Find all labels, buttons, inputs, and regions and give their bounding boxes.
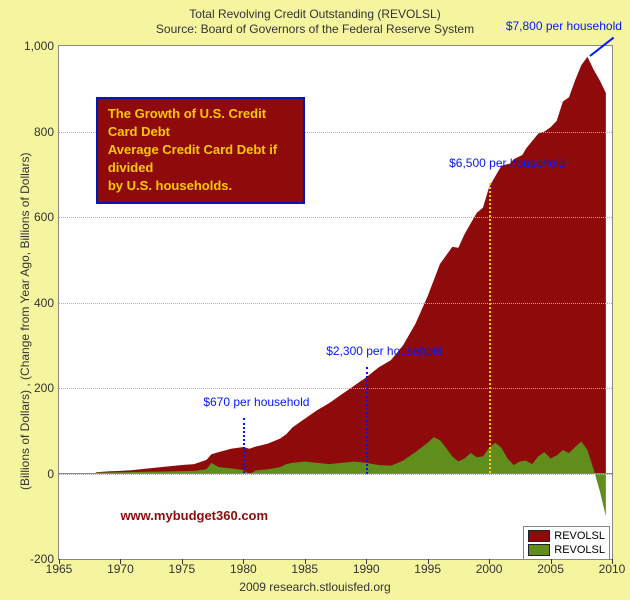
x-tick-label: 2010 (592, 562, 630, 576)
callout-label: $2,300 per household (326, 344, 442, 358)
legend-swatch (528, 530, 550, 542)
info-textbox: The Growth of U.S. Credit Card DebtAvera… (96, 97, 305, 204)
x-tick-label: 1990 (346, 562, 386, 576)
gridline (59, 303, 612, 304)
y-tick-label: 400 (6, 296, 54, 310)
x-tick-label: 1985 (285, 562, 325, 576)
y-tick-label: 200 (6, 381, 54, 395)
legend-item: REVOLSL (528, 529, 605, 543)
x-tick-label: 2005 (531, 562, 571, 576)
x-tick-label: 2000 (469, 562, 509, 576)
legend-label: REVOLSL (554, 543, 605, 557)
gridline (59, 217, 612, 218)
x-tick-label: 1995 (408, 562, 448, 576)
callout-line (489, 183, 491, 474)
gridline (59, 388, 612, 389)
y-tick-label: 1,000 (6, 39, 54, 53)
source-link[interactable]: www.mybudget360.com (120, 508, 268, 523)
legend-label: REVOLSL (554, 529, 605, 543)
x-tick-label: 1975 (162, 562, 202, 576)
callout-line (366, 367, 368, 474)
y-tick-label: 600 (6, 210, 54, 224)
x-tick-label: 1970 (100, 562, 140, 576)
callout-label: $6,500 per household (449, 156, 565, 170)
chart-wrapper: Total Revolving Credit Outstanding (REVO… (0, 0, 630, 600)
y-tick-label: 0 (6, 467, 54, 481)
callout-line (243, 418, 245, 474)
footer-text: 2009 research.stlouisfed.org (0, 580, 630, 594)
callout-label: $670 per household (203, 395, 309, 409)
y-tick-label: 800 (6, 125, 54, 139)
x-tick-label: 1980 (223, 562, 263, 576)
legend-item: REVOLSL (528, 543, 605, 557)
callout-label: $7,800 per household (506, 19, 622, 33)
x-tick-label: 1965 (39, 562, 79, 576)
legend: REVOLSL REVOLSL (523, 526, 610, 560)
y-axis-label: (Billions of Dollars) , (Change from Yea… (18, 153, 32, 490)
gridline (59, 474, 612, 475)
legend-swatch (528, 544, 550, 556)
